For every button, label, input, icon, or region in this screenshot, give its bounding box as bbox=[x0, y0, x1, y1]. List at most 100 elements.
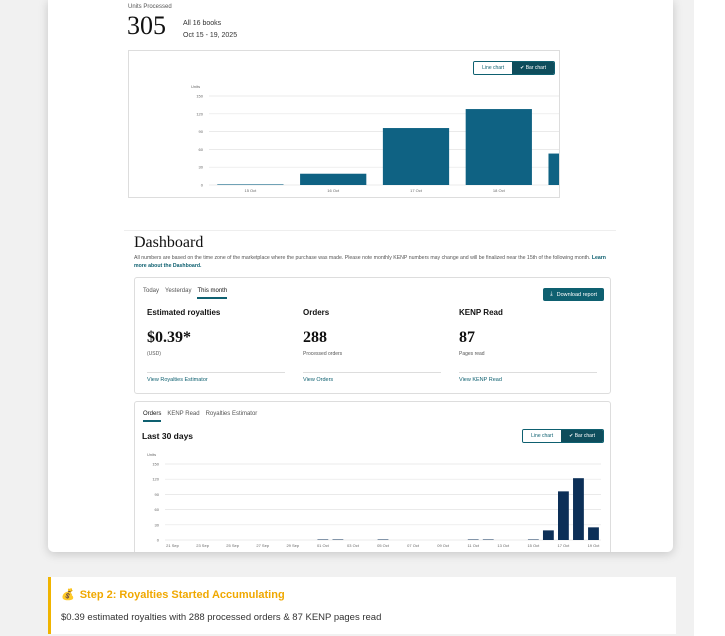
bar-chart-toggle[interactable]: ✔ Bar chart bbox=[561, 430, 603, 442]
view-orders-link[interactable]: View Orders bbox=[303, 377, 334, 383]
bar bbox=[542, 530, 554, 540]
bar bbox=[527, 539, 539, 540]
units-processed-value: 305 bbox=[127, 11, 166, 40]
y-tick-label: 60 bbox=[155, 507, 160, 512]
callout-title: 💰 Step 2: Royalties Started Accumulating bbox=[61, 588, 285, 602]
tab-orders[interactable]: Orders bbox=[143, 411, 162, 422]
bar bbox=[382, 128, 450, 185]
y-tick-label: 150 bbox=[152, 462, 159, 467]
download-report-button[interactable]: ⤓ Download report bbox=[543, 288, 604, 301]
x-tick-label: 29 Sep bbox=[286, 543, 299, 548]
bar bbox=[317, 539, 329, 540]
metric-royalties-title: Estimated royalties bbox=[147, 308, 221, 317]
y-axis-unit-label: Units bbox=[147, 452, 156, 457]
x-tick-label: 15 Oct bbox=[527, 543, 540, 548]
chart-type-toggle[interactable]: Line chart ✔ Bar chart bbox=[473, 61, 555, 75]
bar bbox=[465, 109, 532, 185]
chart-tabs: Orders KENP Read Royalties Estimator bbox=[143, 411, 263, 422]
metrics-panel: Today Yesterday This month ⤓ Download re… bbox=[134, 277, 611, 394]
x-tick-label: 01 Oct bbox=[317, 543, 330, 548]
metric-divider bbox=[459, 372, 597, 373]
bar bbox=[548, 153, 559, 185]
y-tick-label: 90 bbox=[155, 492, 160, 497]
tab-today[interactable]: Today bbox=[143, 288, 160, 294]
x-tick-label: 17 Oct bbox=[558, 543, 571, 548]
x-tick-label: 15 Oct bbox=[245, 188, 258, 193]
x-tick-label: 19 Oct bbox=[588, 543, 601, 548]
metric-royalties-sub: (USD) bbox=[147, 351, 161, 357]
learn-more-link[interactable]: Learn more about the Dashboard. bbox=[134, 255, 606, 269]
bar bbox=[558, 491, 569, 540]
x-tick-label: 16 Oct bbox=[327, 188, 340, 193]
download-icon: ⤓ bbox=[550, 291, 553, 297]
bar-chart-toggle[interactable]: ✔ Bar chart bbox=[512, 62, 554, 74]
metric-royalties-value: $0.39* bbox=[147, 329, 191, 346]
money-bag-icon: 💰 bbox=[61, 589, 75, 601]
y-tick-label: 120 bbox=[152, 477, 159, 482]
last-30-days-title: Last 30 days bbox=[142, 431, 194, 441]
metric-orders-title: Orders bbox=[303, 308, 330, 317]
orders-chart-svg: Units 0 30 60 90 120 150 21 Sep 23 Sep 25 Sep 27 S… bbox=[147, 452, 601, 548]
line-chart-toggle[interactable]: Line chart bbox=[474, 62, 513, 74]
step-callout: 💰 Step 2: Royalties Started Accumulating… bbox=[48, 577, 676, 634]
y-tick-label: 60 bbox=[199, 147, 204, 152]
bar bbox=[482, 539, 494, 540]
x-tick-label: 21 Sep bbox=[166, 543, 179, 548]
bar bbox=[467, 539, 479, 540]
x-tick-label: 17 Oct bbox=[410, 188, 423, 193]
y-tick-label: 150 bbox=[196, 94, 203, 99]
y-tick-label: 0 bbox=[201, 183, 204, 188]
page-edge bbox=[694, 0, 725, 636]
bar bbox=[300, 173, 367, 185]
x-tick-label: 03 Oct bbox=[347, 543, 360, 548]
bar bbox=[332, 539, 344, 540]
tab-royalties-estimator[interactable]: Royalties Estimator bbox=[205, 411, 258, 417]
y-tick-label: 90 bbox=[199, 129, 204, 134]
metric-divider bbox=[147, 372, 285, 373]
period-tabs: Today Yesterday This month bbox=[143, 288, 233, 299]
screenshot-card: Units Processed 305 All 16 books Oct 15 … bbox=[48, 0, 673, 552]
date-range-text: Oct 15 - 19, 2025 bbox=[183, 32, 238, 39]
x-tick-label: 27 Sep bbox=[256, 543, 269, 548]
bar bbox=[377, 539, 389, 540]
y-tick-label: 30 bbox=[155, 522, 160, 527]
check-icon: ✔ bbox=[569, 433, 575, 439]
line-chart-toggle[interactable]: Line chart bbox=[523, 430, 562, 442]
dashboard-note: All numbers are based on the time zone o… bbox=[134, 255, 606, 269]
units-processed-label: Units Processed bbox=[128, 4, 172, 10]
tab-yesterday[interactable]: Yesterday bbox=[165, 288, 192, 294]
y-axis-unit-label: Units bbox=[191, 84, 200, 89]
callout-text: $0.39 estimated royalties with 288 proce… bbox=[61, 612, 382, 623]
units-chart-svg: Units 0 30 60 90 120 150 15 Oct 16 Oct 17 Oct 18 O… bbox=[191, 84, 559, 193]
orders-chart-panel: Orders KENP Read Royalties Estimator Las… bbox=[134, 401, 611, 552]
books-filter-text: All 16 books bbox=[183, 20, 222, 27]
tab-this-month[interactable]: This month bbox=[197, 288, 228, 299]
section-divider bbox=[124, 230, 616, 231]
bar bbox=[217, 184, 284, 185]
dashboard-title: Dashboard bbox=[134, 234, 204, 251]
bar bbox=[573, 478, 584, 540]
bar bbox=[588, 527, 599, 540]
tab-kenp-read[interactable]: KENP Read bbox=[167, 411, 200, 417]
metric-kenp-value: 87 bbox=[459, 329, 475, 346]
x-tick-label: 18 Oct bbox=[493, 188, 506, 193]
x-tick-label: 09 Oct bbox=[437, 543, 450, 548]
y-tick-label: 0 bbox=[157, 538, 160, 543]
chart-type-toggle[interactable]: Line chart ✔ Bar chart bbox=[522, 429, 604, 443]
y-tick-label: 120 bbox=[196, 111, 203, 116]
y-tick-label: 30 bbox=[199, 165, 204, 170]
view-kenp-read-link[interactable]: View KENP Read bbox=[459, 377, 502, 383]
x-tick-label: 05 Oct bbox=[377, 543, 390, 548]
x-tick-label: 11 Oct bbox=[467, 543, 479, 548]
x-tick-label: 13 Oct bbox=[497, 543, 510, 548]
check-icon: ✔ bbox=[520, 65, 526, 71]
x-tick-label: 23 Sep bbox=[196, 543, 209, 548]
metric-divider bbox=[303, 372, 441, 373]
view-royalties-estimator-link[interactable]: View Royalties Estimator bbox=[147, 377, 208, 383]
metric-kenp-title: KENP Read bbox=[459, 308, 503, 317]
x-tick-label: 07 Oct bbox=[407, 543, 420, 548]
metric-kenp-sub: Pages read bbox=[459, 351, 485, 357]
x-tick-label: 25 Sep bbox=[226, 543, 239, 548]
units-bar-chart: Line chart ✔ Bar chart Units 0 30 60 90 120 15… bbox=[128, 50, 560, 198]
metric-orders-sub: Processed orders bbox=[303, 351, 343, 357]
